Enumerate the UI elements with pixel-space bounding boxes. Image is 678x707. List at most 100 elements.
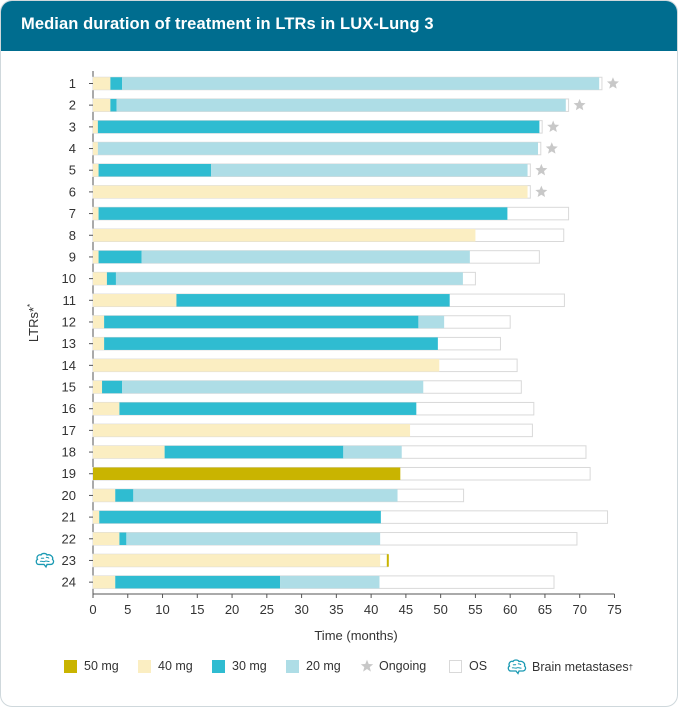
dose-40mg-segment xyxy=(93,402,120,415)
legend-item-brain: Brain metastases † xyxy=(507,659,633,675)
dose-40mg-segment xyxy=(93,120,98,134)
dose-30mg-segment xyxy=(98,163,212,177)
legend-label-20mg: 20 mg xyxy=(306,659,341,673)
dose-40mg-segment xyxy=(93,445,165,459)
x-tick-label: 65 xyxy=(538,602,552,617)
chart-title: Median duration of treatment in LTRs in … xyxy=(21,15,434,33)
y-axis-label: LTRs** xyxy=(26,304,41,342)
dose-30mg-segment xyxy=(98,250,142,264)
patient-label: 7 xyxy=(69,206,76,221)
swatch-40mg xyxy=(138,659,151,673)
x-tick-label: 45 xyxy=(399,602,413,617)
patient-label: 10 xyxy=(62,271,76,286)
patient-label: 4 xyxy=(69,141,76,156)
x-tick-label: 5 xyxy=(124,602,131,617)
dose-30mg-segment xyxy=(115,489,134,502)
x-tick-label: 40 xyxy=(364,602,378,617)
star-icon xyxy=(606,77,619,89)
dose-30mg-segment xyxy=(99,510,381,524)
patient-label: 13 xyxy=(62,336,76,351)
legend-item-40mg: 40 mg xyxy=(138,659,193,673)
dose-30mg-segment xyxy=(98,207,508,220)
patient-label: 1 xyxy=(69,76,76,91)
swatch-50mg xyxy=(64,659,77,673)
legend-item-50mg: 50 mg xyxy=(64,659,119,673)
patient-label: 21 xyxy=(62,510,76,525)
dose-50mg-segment xyxy=(93,467,401,480)
header-bar: Median duration of treatment in LTRs in … xyxy=(1,1,677,51)
x-tick-label: 35 xyxy=(329,602,343,617)
x-tick-label: 75 xyxy=(607,602,621,617)
star-icon xyxy=(545,142,558,154)
dose-40mg-segment xyxy=(93,229,476,242)
patient-label: 9 xyxy=(69,249,76,264)
dose-20mg-segment xyxy=(122,380,424,394)
dose-20mg-segment xyxy=(418,315,445,329)
x-tick-label: 50 xyxy=(433,602,447,617)
x-tick-label: 10 xyxy=(155,602,169,617)
patient-label: 6 xyxy=(69,184,76,199)
dose-20mg-segment xyxy=(211,163,528,177)
legend: 50 mg 40 mg 30 mg 20 mg Ongoing OS Br xyxy=(1,653,677,683)
dose-40mg-segment xyxy=(93,554,381,567)
dose-30mg-segment xyxy=(176,294,450,307)
bar-chart: 123456789101112131415161718192021222324 … xyxy=(26,71,622,643)
dose-30mg-segment xyxy=(110,98,117,112)
dose-30mg-segment xyxy=(102,380,123,394)
patient-label: 5 xyxy=(69,163,76,178)
patient-label: 16 xyxy=(62,401,76,416)
dose-40mg-segment xyxy=(93,185,528,199)
dose-20mg-segment xyxy=(280,575,380,589)
dose-40mg-segment xyxy=(93,510,100,524)
legend-label-50mg: 50 mg xyxy=(84,659,119,673)
patient-label: 24 xyxy=(62,575,76,590)
dose-40mg-segment xyxy=(93,142,98,155)
dose-40mg-segment xyxy=(93,77,111,90)
x-tick-label: 20 xyxy=(225,602,239,617)
patient-label: 11 xyxy=(63,293,77,308)
dose-30mg-segment xyxy=(164,445,344,459)
dose-30mg-segment xyxy=(119,402,417,415)
patient-label: 19 xyxy=(62,466,76,481)
legend-label-ongoing: Ongoing xyxy=(379,659,427,673)
dose-20mg-segment xyxy=(126,532,381,546)
dose-40mg-segment xyxy=(93,424,411,437)
patient-label: 20 xyxy=(62,488,76,503)
y-axis-label-text: LTRs* xyxy=(26,307,41,342)
brain-icon xyxy=(507,659,527,675)
x-tick-label: 25 xyxy=(260,602,274,617)
dose-40mg-segment xyxy=(93,294,177,307)
dose-30mg-segment xyxy=(104,315,419,329)
dose-40mg-segment xyxy=(93,532,120,546)
x-tick-label: 30 xyxy=(294,602,308,617)
brain-icon xyxy=(35,552,55,569)
dose-20mg-segment xyxy=(122,77,600,90)
x-axis-label: Time (months) xyxy=(314,628,397,643)
patient-label: 23 xyxy=(62,553,76,568)
patient-label: 14 xyxy=(62,358,76,373)
dose-40mg-segment xyxy=(93,575,116,589)
star-icon xyxy=(360,659,374,672)
x-tick-label: 70 xyxy=(572,602,586,617)
dose-40mg-segment xyxy=(93,315,105,329)
legend-item-ongoing: Ongoing xyxy=(360,659,426,673)
x-tick-label: 60 xyxy=(503,602,517,617)
patient-label: 18 xyxy=(62,445,76,460)
patient-label: 15 xyxy=(62,380,76,395)
dose-40mg-segment xyxy=(93,163,99,177)
dose-20mg-segment xyxy=(141,250,470,264)
patient-label: 2 xyxy=(69,98,76,113)
legend-item-20mg: 20 mg xyxy=(286,659,341,673)
dose-40mg-segment xyxy=(93,207,99,220)
dose-30mg-segment xyxy=(104,337,438,350)
swatch-20mg xyxy=(286,659,299,673)
swatch-os xyxy=(449,659,462,673)
legend-label-os: OS xyxy=(469,659,488,673)
patient-label: 12 xyxy=(62,314,76,329)
patient-label: 17 xyxy=(62,423,76,438)
dose-20mg-segment xyxy=(116,98,566,112)
dose-40mg-segment xyxy=(93,272,107,285)
dose-30mg-segment xyxy=(115,575,281,589)
dose-40mg-segment xyxy=(93,489,116,502)
brain-icon-detail xyxy=(39,556,50,563)
